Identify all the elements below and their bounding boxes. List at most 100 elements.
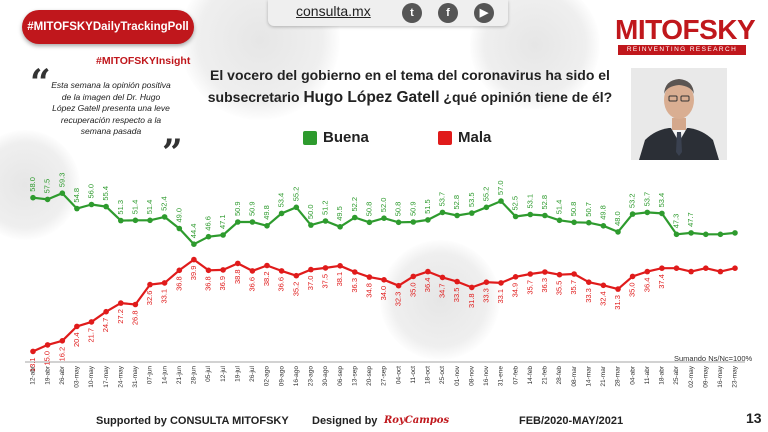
data-label-buena: 52.2 <box>350 197 359 212</box>
data-label-mala: 36.4 <box>423 278 432 293</box>
twitter-icon[interactable]: t <box>402 3 422 23</box>
data-point-buena <box>308 222 314 228</box>
data-point-mala <box>176 267 183 274</box>
data-point-mala <box>410 273 417 280</box>
x-tick-label: 28-mar <box>615 365 622 386</box>
quote-text: Esta semana la opinión positiva de la im… <box>51 80 171 136</box>
data-label-buena: 52.5 <box>511 196 520 211</box>
data-point-buena <box>439 209 446 216</box>
series-line-mala <box>32 258 736 353</box>
data-point-mala <box>483 279 490 286</box>
data-label-buena: 55.2 <box>291 187 300 202</box>
data-point-buena <box>469 210 475 216</box>
data-point-buena <box>366 219 373 226</box>
data-point-buena <box>191 241 197 247</box>
x-tick-label: 07-jun <box>147 366 154 384</box>
data-label-mala: 26.8 <box>130 311 139 326</box>
data-point-mala <box>366 274 373 280</box>
data-label-mala: 36.3 <box>350 278 359 293</box>
data-label-mala: 33.1 <box>160 289 169 304</box>
x-tick-label: 01-nov <box>454 365 461 386</box>
data-point-buena <box>717 231 724 238</box>
data-label-mala: 32.6 <box>145 291 154 306</box>
data-label-buena: 47.1 <box>218 214 227 229</box>
data-point-buena <box>703 231 709 238</box>
data-label-buena: 53.5 <box>467 192 476 207</box>
data-point-buena <box>381 215 387 221</box>
x-tick-label: 16-nov <box>483 365 490 386</box>
data-point-mala <box>571 271 577 277</box>
youtube-icon[interactable]: ▶ <box>474 3 494 23</box>
data-label-mala: 34.0 <box>379 286 388 301</box>
data-label-buena: 53.7 <box>642 192 651 207</box>
data-label-mala: 37.0 <box>306 276 315 291</box>
data-label-buena: 49.8 <box>262 205 271 220</box>
data-point-buena <box>322 218 329 224</box>
data-point-mala <box>322 265 329 271</box>
data-point-mala <box>205 267 212 274</box>
data-label-mala: 31.8 <box>467 293 476 308</box>
data-label-mala: 20.4 <box>72 332 81 347</box>
data-label-buena: 51.5 <box>423 199 432 214</box>
data-label-mala: 16.2 <box>57 347 66 362</box>
data-point-mala <box>703 265 709 272</box>
x-tick-label: 07-feb <box>512 366 519 385</box>
data-label-mala: 37.4 <box>657 274 666 289</box>
quote-box: “ Esta semana la opinión positiva de la … <box>30 62 183 174</box>
data-label-buena: 57.0 <box>496 180 505 195</box>
data-label-mala: 36.6 <box>277 277 286 292</box>
data-label-mala: 24.7 <box>101 318 110 333</box>
data-point-buena <box>44 196 51 203</box>
data-point-mala <box>629 273 636 280</box>
x-tick-label: 16-may <box>717 365 724 387</box>
x-tick-label: 18-oct <box>425 366 432 384</box>
data-point-buena <box>454 212 460 219</box>
data-label-mala: 13.1 <box>28 357 37 372</box>
data-point-mala <box>30 348 36 355</box>
data-point-mala <box>615 286 621 292</box>
data-point-mala <box>644 268 651 275</box>
data-point-mala <box>395 282 402 289</box>
data-label-buena: 50.8 <box>364 202 373 217</box>
data-point-mala <box>659 265 665 272</box>
data-point-mala <box>118 300 124 306</box>
x-tick-label: 21-jun <box>176 366 183 384</box>
data-point-mala <box>688 268 694 275</box>
data-point-buena <box>542 212 548 219</box>
data-point-mala <box>556 271 563 278</box>
x-tick-label: 05-jul <box>205 365 212 381</box>
data-label-buena: 51.4 <box>554 200 563 215</box>
question-line-1: El vocero del gobierno en el tema del co… <box>210 67 610 83</box>
x-tick-label: 02-ago <box>264 366 271 387</box>
data-point-mala <box>542 269 548 275</box>
data-point-buena <box>483 204 490 211</box>
x-tick-label: 14-mar <box>586 365 593 386</box>
data-label-buena: 51.3 <box>116 200 125 215</box>
data-label-buena: 53.7 <box>437 192 446 207</box>
data-label-mala: 38.2 <box>262 272 271 287</box>
data-label-mala: 33.3 <box>584 288 593 303</box>
data-point-mala <box>439 274 446 281</box>
x-tick-label: 23-ago <box>308 366 315 387</box>
data-point-buena <box>337 224 343 230</box>
data-point-mala <box>44 342 51 348</box>
x-tick-label: 26-jul <box>249 365 256 381</box>
data-point-buena <box>512 213 519 220</box>
data-point-buena <box>498 198 504 204</box>
facebook-icon[interactable]: f <box>438 3 458 23</box>
data-point-mala <box>132 301 139 308</box>
designer-name: RoyCampos <box>384 415 450 426</box>
chart-note: Sumando Ns/Nc=100% <box>674 354 753 363</box>
virus-background-icon <box>380 240 500 360</box>
data-label-buena: 47.7 <box>686 212 695 227</box>
data-label-buena: 50.9 <box>233 201 242 216</box>
x-tick-label: 16-ago <box>293 366 300 387</box>
data-point-mala <box>381 277 387 283</box>
data-point-buena <box>249 219 256 225</box>
data-label-buena: 56.0 <box>86 184 95 199</box>
brand-tagline: REINVENTING RESEARCH <box>618 45 746 55</box>
data-point-buena <box>132 217 139 224</box>
site-link[interactable]: consulta.mx <box>296 3 371 19</box>
x-tick-label: 18-abr <box>659 365 666 385</box>
x-tick-label: 21-feb <box>542 366 549 385</box>
